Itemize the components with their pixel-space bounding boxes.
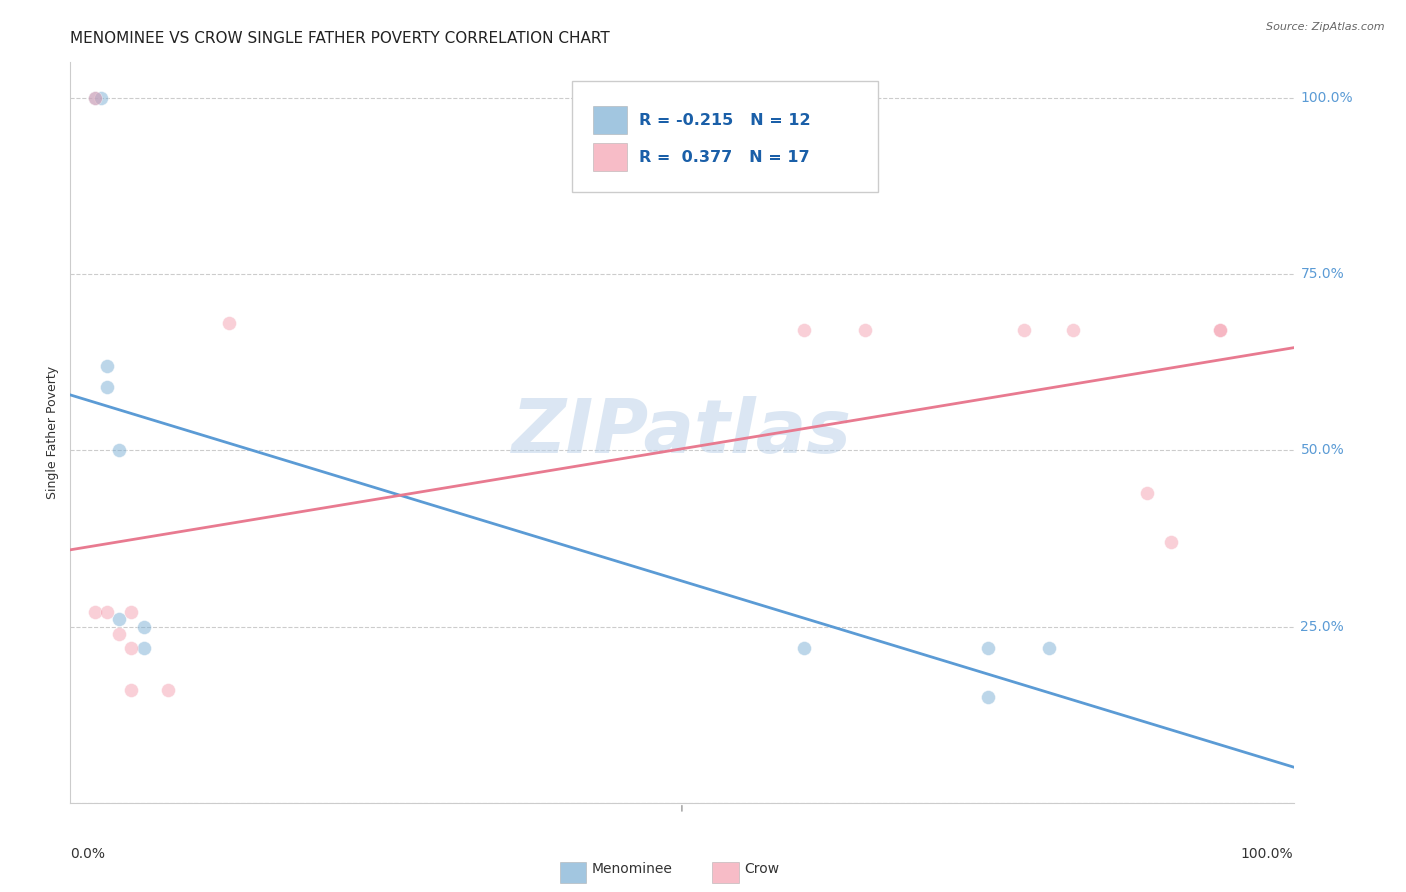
Text: 75.0%: 75.0%	[1301, 267, 1344, 281]
Text: 100.0%: 100.0%	[1241, 847, 1294, 861]
Point	[121, 606, 143, 620]
Point	[121, 640, 143, 655]
Text: Source: ZipAtlas.com: Source: ZipAtlas.com	[1267, 22, 1385, 32]
Point	[1209, 323, 1232, 337]
Point	[108, 612, 131, 626]
FancyBboxPatch shape	[592, 106, 627, 135]
Point	[855, 323, 877, 337]
Point	[132, 640, 155, 655]
Text: 0.0%: 0.0%	[70, 847, 105, 861]
Text: R = -0.215   N = 12: R = -0.215 N = 12	[640, 112, 811, 128]
Point	[121, 683, 143, 698]
Point	[1038, 640, 1060, 655]
Point	[218, 316, 240, 330]
Point	[90, 91, 112, 105]
Point	[83, 91, 105, 105]
Point	[793, 640, 815, 655]
Y-axis label: Single Father Poverty: Single Father Poverty	[46, 366, 59, 500]
Text: MENOMINEE VS CROW SINGLE FATHER POVERTY CORRELATION CHART: MENOMINEE VS CROW SINGLE FATHER POVERTY …	[70, 31, 610, 46]
Text: 100.0%: 100.0%	[1301, 91, 1353, 104]
Point	[96, 359, 118, 373]
Text: Menominee: Menominee	[592, 863, 672, 877]
FancyBboxPatch shape	[592, 143, 627, 171]
FancyBboxPatch shape	[713, 862, 740, 883]
Point	[1160, 535, 1182, 549]
Point	[96, 606, 118, 620]
Text: R =  0.377   N = 17: R = 0.377 N = 17	[640, 150, 810, 165]
FancyBboxPatch shape	[572, 81, 877, 192]
Point	[108, 626, 131, 640]
Point	[976, 690, 998, 704]
Point	[157, 683, 180, 698]
Point	[1209, 323, 1232, 337]
Point	[108, 443, 131, 458]
Text: 50.0%: 50.0%	[1301, 443, 1344, 458]
Text: Crow: Crow	[744, 863, 779, 877]
Point	[976, 640, 998, 655]
Point	[1062, 323, 1084, 337]
Point	[1136, 485, 1159, 500]
Point	[793, 323, 815, 337]
Point	[96, 380, 118, 394]
Text: 25.0%: 25.0%	[1301, 620, 1344, 633]
Point	[1014, 323, 1036, 337]
Text: ZIPatlas: ZIPatlas	[512, 396, 852, 469]
Point	[83, 91, 105, 105]
Point	[132, 619, 155, 633]
FancyBboxPatch shape	[560, 862, 586, 883]
Point	[83, 606, 105, 620]
